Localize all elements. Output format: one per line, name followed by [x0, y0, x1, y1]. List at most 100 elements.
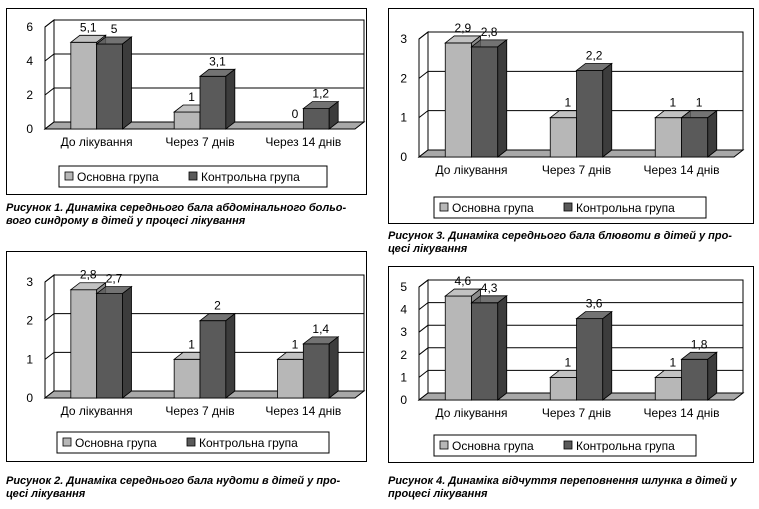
figure-caption-1: Рисунок 1. Динаміка середнього бала абдо…	[6, 202, 376, 228]
y-tick-label: 3	[400, 32, 407, 46]
gridline-side	[44, 87, 55, 96]
plot-side-wall	[418, 30, 429, 159]
figure-caption-3: Рисунок 3. Динаміка середнього бала блюв…	[388, 230, 758, 256]
data-label: 1	[565, 96, 572, 110]
data-label: 5,1	[80, 20, 97, 34]
bar-front	[681, 358, 709, 401]
bar-front	[173, 358, 201, 399]
bar-side	[602, 310, 613, 401]
x-tick-label: До лікування	[61, 404, 133, 418]
x-tick-label: Через 7 днів	[165, 135, 234, 149]
data-label: 1,4	[312, 322, 329, 336]
bar-front	[444, 295, 472, 401]
data-label: 1	[670, 96, 677, 110]
x-tick-label: Через 14 днів	[644, 406, 720, 420]
legend-swatch	[64, 171, 74, 181]
y-tick-label: 2	[26, 314, 33, 328]
bar-front	[70, 41, 98, 130]
data-label: 1,8	[691, 337, 708, 351]
bar-front	[199, 75, 227, 130]
x-tick-label: До лікування	[436, 406, 508, 420]
gridline-side	[418, 347, 429, 356]
gridline-side	[418, 70, 429, 79]
y-tick-label: 0	[26, 122, 33, 136]
bar-side	[225, 68, 236, 130]
legend-swatch	[186, 437, 196, 447]
bar-front	[654, 117, 682, 158]
caption-4-line-2: процесі лікування	[388, 488, 488, 500]
bar-front	[549, 377, 577, 401]
legend-label: Контрольна група	[201, 170, 300, 184]
gridline-side	[44, 53, 55, 62]
bar-side	[707, 109, 718, 158]
y-tick-label: 0	[400, 150, 407, 164]
gridline-side	[418, 302, 429, 310]
y-tick-label: 0	[400, 393, 407, 407]
chart-panel-4: 0 1 2 3 4 5 4,6 4,3 До лікування 1 3,6 Через 7 днів…	[388, 266, 754, 463]
caption-3-line-2: цесі лікування	[388, 243, 468, 255]
data-label: 2,9	[455, 21, 472, 35]
gridline-side	[44, 351, 55, 360]
bar-front	[70, 289, 98, 399]
chart-panel-1: 0 2 4 6 5,1 5 До лікування 1 3,1 Через 7 днів 0 1,2…	[6, 8, 367, 195]
plot-side-wall	[418, 278, 429, 402]
gridline-side	[418, 324, 429, 333]
x-tick-label: Через 7 днів	[542, 406, 611, 420]
bar-side	[328, 336, 339, 399]
x-tick-label: До лікування	[61, 135, 133, 149]
bar-front	[277, 358, 304, 399]
data-label: 2,2	[586, 48, 603, 62]
chart-2: 0 1 2 3 2,8 2,7 До лікування 1 2 Через 7 днів 1 1,4…	[26, 268, 366, 454]
gridline-side	[44, 19, 55, 28]
data-label: 4,6	[455, 274, 472, 288]
data-label: 2,8	[481, 25, 498, 39]
caption-3-line-1: Рисунок 3. Динаміка середнього бала блюв…	[388, 230, 732, 242]
bar-side	[225, 312, 236, 399]
bar-front	[444, 42, 472, 158]
legend-swatch	[563, 202, 573, 212]
data-label: 2	[214, 299, 221, 313]
chart-panel-2: 0 1 2 3 2,8 2,7 До лікування 1 2 Через 7 днів 1 1,4…	[6, 251, 367, 462]
data-label: 5	[111, 22, 118, 36]
bar-side	[602, 62, 613, 158]
data-label: 1	[188, 337, 195, 351]
data-label: 0	[292, 107, 299, 121]
legend-swatch	[563, 440, 573, 450]
data-label: 3,6	[586, 297, 603, 311]
bar-front	[576, 318, 604, 401]
bar-side	[497, 295, 508, 401]
bar-front	[96, 293, 123, 399]
data-label: 2,7	[106, 272, 123, 286]
plot-side-wall	[44, 18, 55, 131]
legend-label: Контрольна група	[576, 201, 675, 215]
bar-side	[122, 36, 132, 130]
y-tick-label: 1	[26, 352, 33, 366]
x-tick-label: Через 14 днів	[265, 404, 341, 418]
y-tick-label: 3	[26, 275, 33, 289]
caption-2-line-1: Рисунок 2. Динаміка середнього бала нудо…	[6, 475, 341, 487]
data-label: 1	[292, 337, 299, 351]
bar-side	[328, 100, 339, 130]
bar-side	[497, 39, 508, 158]
y-tick-label: 2	[26, 88, 33, 102]
y-tick-label: 6	[26, 20, 33, 34]
y-tick-label: 2	[400, 71, 407, 85]
chart-1: 0 2 4 6 5,1 5 До лікування 1 3,1 Через 7 днів 0 1,2…	[26, 18, 366, 188]
data-label: 1,2	[312, 87, 329, 101]
gridline-side	[44, 313, 55, 322]
y-tick-label: 4	[400, 303, 407, 317]
legend-label: Основна група	[77, 170, 159, 184]
gridline-side	[418, 370, 429, 378]
bar-front	[471, 302, 499, 401]
legend-swatch	[188, 171, 198, 181]
data-label: 3,1	[209, 54, 226, 68]
plot-side-wall	[44, 273, 55, 400]
bar-front	[681, 117, 709, 158]
data-label: 1	[188, 90, 195, 104]
bar-front	[654, 377, 682, 401]
caption-1-line-1: Рисунок 1. Динаміка середнього бала абдо…	[6, 202, 347, 214]
x-tick-label: Через 14 днів	[265, 135, 341, 149]
caption-4-line-1: Рисунок 4. Динаміка відчуття переповненн…	[388, 475, 737, 487]
caption-2-line-2: цесі лікування	[6, 488, 86, 500]
legend-swatch	[439, 202, 449, 212]
